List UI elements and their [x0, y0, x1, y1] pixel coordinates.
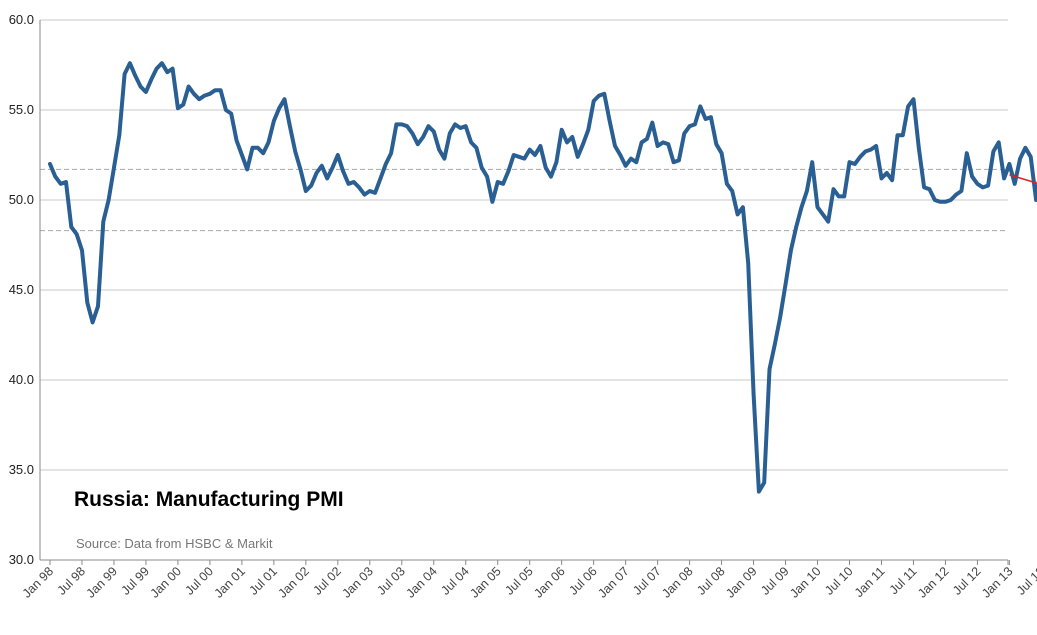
x-tick-label-27: Jul 11 [887, 564, 920, 597]
x-tick-label-29: Jul 12 [950, 564, 984, 598]
x-tick-label-19: Jul 07 [630, 564, 664, 598]
x-tick-label-28: Jan 12 [915, 564, 951, 600]
y-tick-label-6: 60.0 [9, 12, 34, 27]
trend-line [1009, 174, 1037, 184]
x-tick-label-24: Jan 10 [787, 564, 823, 600]
y-tick-label-3: 45.0 [9, 282, 34, 297]
x-tick-label-22: Jan 09 [723, 564, 759, 600]
x-tick-label-31: Jul 13 [1014, 564, 1037, 598]
x-tick-label-8: Jan 02 [276, 564, 312, 600]
y-tick-label-5: 55.0 [9, 102, 34, 117]
x-tick-label-9: Jul 02 [310, 564, 344, 598]
x-tick-label-1: Jul 98 [55, 564, 89, 598]
x-tick-label-14: Jan 05 [467, 564, 503, 600]
x-tick-label-5: Jul 00 [183, 564, 217, 598]
trend-layer [1009, 174, 1037, 184]
y-tick-label-2: 40.0 [9, 372, 34, 387]
x-tick-label-16: Jan 06 [531, 564, 567, 600]
x-tick-label-25: Jul 10 [822, 564, 856, 598]
x-tick-label-7: Jul 01 [246, 564, 280, 598]
x-tick-label-17: Jul 06 [566, 564, 600, 598]
x-tick-label-20: Jan 08 [659, 564, 695, 600]
chart-title: Russia: Manufacturing PMI [74, 488, 344, 511]
chart-source: Source: Data from HSBC & Markit [76, 536, 273, 551]
y-tick-label-4: 50.0 [9, 192, 34, 207]
x-tick-label-26: Jan 11 [852, 564, 888, 600]
x-tick-label-21: Jul 08 [694, 564, 728, 598]
x-tick-label-18: Jan 07 [595, 564, 631, 600]
x-tick-label-2: Jan 99 [84, 564, 120, 600]
x-tick-label-11: Jul 03 [374, 564, 408, 598]
series-line-0 [48, 61, 1037, 494]
x-tick-label-3: Jul 99 [119, 564, 153, 598]
y-tick-label-0: 30.0 [9, 552, 34, 567]
series-layer [48, 61, 1037, 494]
y-tick-label-1: 35.0 [9, 462, 34, 477]
x-tick-label-4: Jan 00 [148, 564, 184, 600]
x-tick-label-23: Jul 09 [758, 564, 792, 598]
x-tick-label-15: Jul 05 [502, 564, 536, 598]
x-tick-label-12: Jan 04 [403, 564, 439, 600]
x-tick-label-6: Jan 01 [212, 564, 248, 600]
x-tick-label-0: Jan 98 [20, 564, 56, 600]
x-tick-label-30: Jan 13 [979, 564, 1015, 600]
x-tick-label-10: Jan 03 [339, 564, 375, 600]
reference-lines [40, 168, 1008, 232]
x-tick-label-13: Jul 04 [438, 564, 472, 598]
gridlines [40, 19, 1008, 471]
